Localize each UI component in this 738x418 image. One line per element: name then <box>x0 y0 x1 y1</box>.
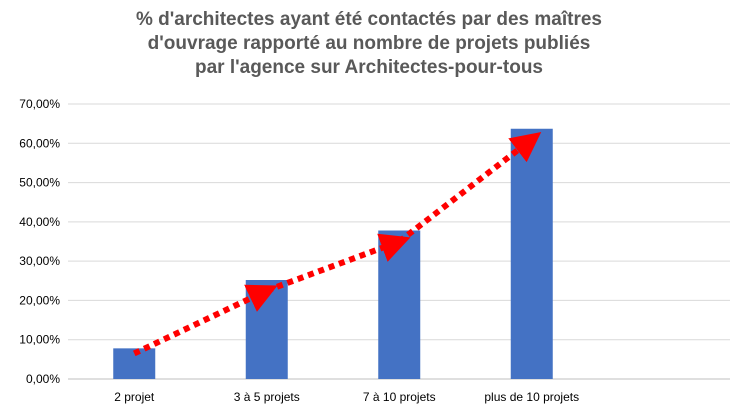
bars <box>113 128 553 379</box>
y-tick-label: 40,00% <box>19 215 60 229</box>
x-tick-label: 2 projet <box>114 390 155 404</box>
y-tick-label: 30,00% <box>19 254 60 268</box>
chart-title: % d'architectes ayant été contactés par … <box>135 9 602 78</box>
bar <box>510 128 553 379</box>
y-axis-ticks: 0,00% 10,00% 20,00% 30,00% 40,00% 50,00% 60,00… <box>19 97 60 386</box>
bar <box>378 230 421 379</box>
bar <box>245 280 288 379</box>
x-tick-label: 7 à 10 projets <box>363 390 436 404</box>
trend-arrow <box>132 284 278 357</box>
y-tick-label: 20,00% <box>19 293 60 307</box>
trend-arrow <box>265 233 411 294</box>
y-tick-label: 10,00% <box>19 333 60 347</box>
y-tick-label: 70,00% <box>19 97 60 111</box>
y-tick-label: 50,00% <box>19 176 60 190</box>
x-tick-label: plus de 10 projets <box>484 390 579 404</box>
y-tick-label: 60,00% <box>19 136 60 150</box>
x-axis-ticks: 2 projet 3 à 5 projets 7 à 10 projets plus … <box>114 390 579 404</box>
trend-arrows <box>132 132 542 357</box>
trend-arrow <box>397 132 542 244</box>
x-tick-label: 3 à 5 projets <box>234 390 300 404</box>
y-tick-label: 0,00% <box>26 372 60 386</box>
